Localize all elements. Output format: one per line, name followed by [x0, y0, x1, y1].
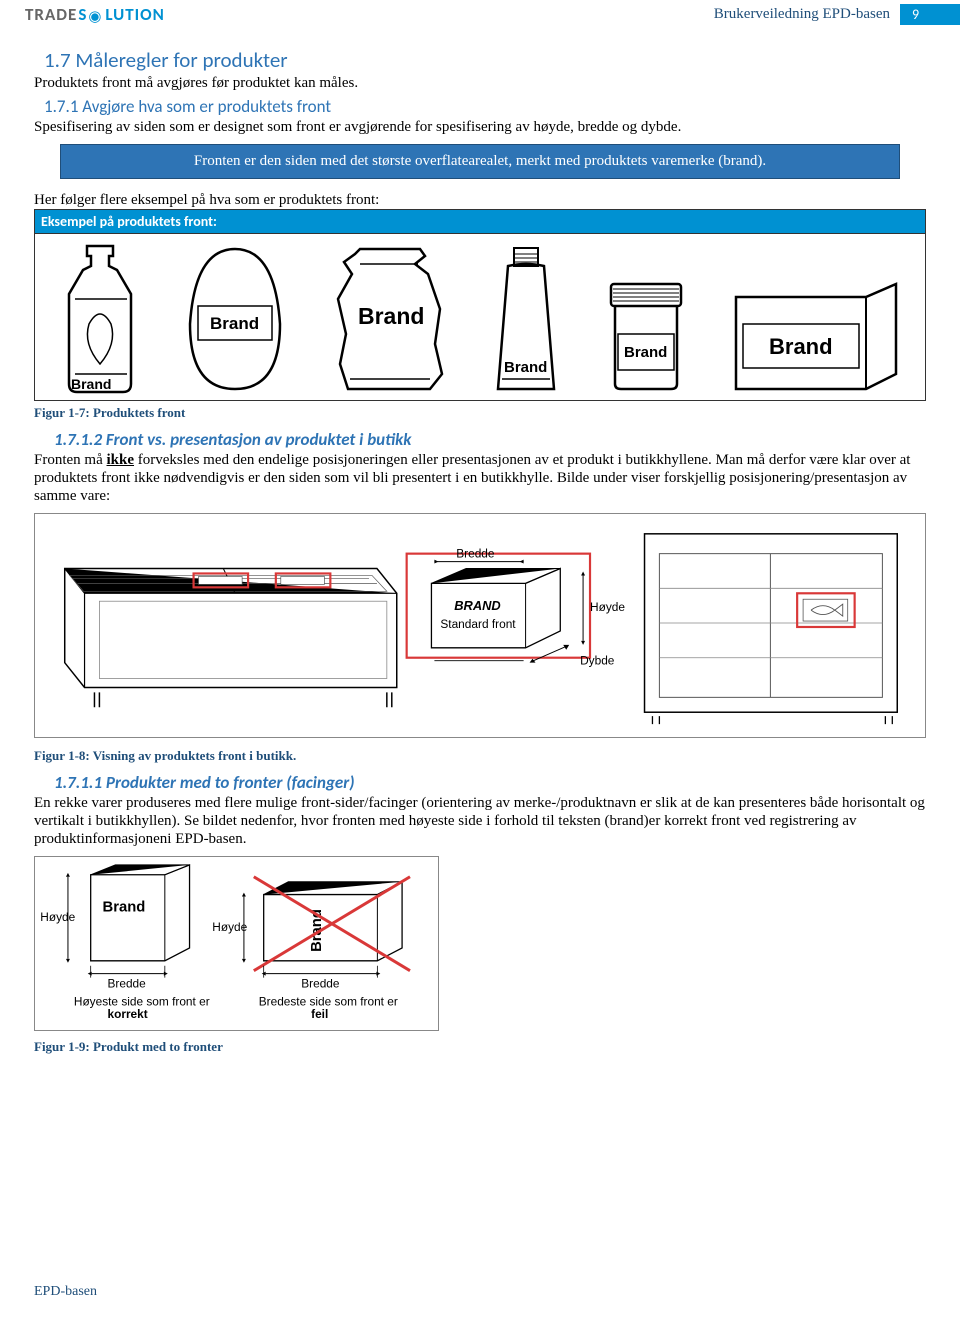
bottle-brand-label: Brand [71, 376, 111, 392]
left-hoyde-label: Høyde [40, 910, 75, 924]
box-icon: Brand [731, 279, 901, 394]
example-table-header: Eksempel på produktets front: [34, 209, 926, 233]
center-brand-label: BRAND [454, 598, 501, 613]
tube-icon: Brand [490, 244, 562, 394]
store-presentation-figure: BRAND Standard front Bredde Høyde Dybde [34, 513, 926, 738]
footer-text: EPD-basen [34, 1284, 97, 1300]
freezer-chest-icon [65, 569, 397, 708]
section-1-7-1-title: 1.7.1 Avgjøre hva som er produktets fron… [44, 96, 926, 117]
logo: TRADE S LUTION [25, 4, 165, 25]
section-1-7-1-1-title: 1.7.1.1 Produkter med to fronter (facing… [54, 772, 926, 793]
product-tube: Brand [490, 244, 562, 394]
wrong-facing-icon: Brand Høyde Bredde Bredeste side som fro… [212, 877, 410, 1021]
egg-brand-label: Brand [210, 314, 259, 333]
doc-title: Brukerveiledning EPD-basen [714, 6, 890, 23]
box-brand-label: Brand [769, 334, 833, 359]
bredde-label: Bredde [456, 547, 495, 561]
section-1-7-1-1-body: En rekke varer produseres med flere muli… [34, 794, 926, 848]
two-fronts-diagram: Brand Høyde Bredde Høyeste side som fron… [35, 857, 438, 1030]
product-egg: Brand [180, 244, 290, 394]
examples-intro: Her følger flere eksempel på hva som er … [34, 191, 926, 209]
callout-front-definition: Fronten er den siden med det største ove… [60, 144, 900, 179]
page-header: TRADE S LUTION Brukerveiledning EPD-base… [0, 0, 960, 25]
right-caption2: feil [311, 1007, 328, 1021]
section-1-7-1-2-body: Fronten må ikke forveksles med den endel… [34, 451, 926, 505]
bag-icon: Brand [330, 244, 450, 394]
store-diagram: BRAND Standard front Bredde Høyde Dybde [35, 514, 925, 737]
labeled-box-icon: BRAND Standard front Bredde Høyde Dybde [407, 547, 626, 668]
product-box: Brand [731, 279, 901, 394]
right-hoyde-label: Høyde [212, 920, 247, 934]
section-1-7-intro: Produktets front må avgjøres før produkt… [34, 74, 926, 92]
tube-brand-label: Brand [504, 359, 547, 376]
right-bredde-label: Bredde [301, 976, 340, 990]
section-1-7-title: 1.7 Måleregler for produkter [44, 47, 926, 73]
logo-text-trade: TRADE [25, 4, 77, 25]
logo-text-lution: LUTION [105, 4, 165, 25]
two-fronts-figure: Brand Høyde Bredde Høyeste side som fron… [34, 856, 439, 1031]
left-caption2: korrekt [107, 1007, 147, 1021]
page-number-badge: 9 [900, 4, 960, 25]
section-1-7-1-body: Spesifisering av siden som er designet s… [34, 118, 926, 136]
center-stdfront-label: Standard front [440, 617, 516, 631]
dybde-label: Dybde [580, 654, 615, 668]
upright-freezer-icon [645, 534, 898, 724]
jar-icon: Brand [601, 279, 691, 394]
left-brand-label: Brand [103, 899, 146, 915]
logo-text-s: S [78, 4, 87, 25]
body-text-ikke: ikke [107, 452, 135, 468]
correct-facing-icon: Brand Høyde Bredde Høyeste side som fron… [40, 865, 209, 1021]
product-bag: Brand [330, 244, 450, 394]
bag-brand-label: Brand [358, 303, 424, 329]
body-text-c: forveksles med den endelige posisjonerin… [34, 452, 910, 504]
figure-1-7-caption: Figur 1-7: Produktets front [34, 405, 926, 421]
egg-icon: Brand [180, 244, 290, 394]
body-text-a: Fronten må [34, 452, 107, 468]
hoyde-label: Høyde [590, 600, 625, 614]
right-caption1: Bredeste side som front er [259, 994, 398, 1008]
header-right: Brukerveiledning EPD-basen 9 [714, 4, 960, 25]
product-bottle: Brand [59, 244, 141, 394]
figure-1-8-caption: Figur 1-8: Visning av produktets front i… [34, 748, 926, 764]
product-examples-row: Brand Brand Brand [34, 233, 926, 401]
figure-1-9-caption: Figur 1-9: Produkt med to fronter [34, 1039, 926, 1055]
content: 1.7 Måleregler for produkter Produktets … [0, 47, 960, 1055]
logo-circle-icon [88, 7, 104, 23]
jar-brand-label: Brand [624, 344, 667, 361]
section-1-7-1-2-title: 1.7.1.2 Front vs. presentasjon av produk… [54, 429, 926, 450]
left-bredde-label: Bredde [107, 976, 146, 990]
bottle-icon: Brand [59, 244, 141, 394]
product-jar: Brand [601, 279, 691, 394]
